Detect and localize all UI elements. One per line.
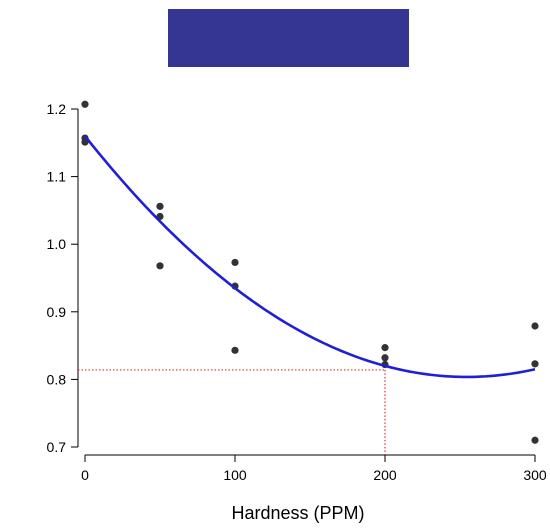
data-point xyxy=(531,322,539,330)
x-tick-label: 0 xyxy=(81,467,89,483)
axes xyxy=(71,108,536,462)
data-point xyxy=(156,202,164,210)
data-point xyxy=(231,346,239,354)
y-tick-label: 0.9 xyxy=(47,304,67,320)
data-point xyxy=(81,100,89,108)
x-tick-label: 200 xyxy=(373,467,397,483)
data-points xyxy=(81,100,539,444)
x-axis-title: Hardness (PPM) xyxy=(231,503,364,523)
data-point xyxy=(381,344,389,352)
data-point xyxy=(231,258,239,267)
fit-curve xyxy=(83,135,536,379)
y-tick-label: 1.2 xyxy=(47,101,67,117)
x-tick-label: 300 xyxy=(523,467,547,483)
y-tick-label: 0.8 xyxy=(47,371,67,387)
x-tick-label: 100 xyxy=(223,467,247,483)
y-tick-label: 1.0 xyxy=(47,236,67,252)
data-point xyxy=(156,262,164,270)
y-tick-label: 0.7 xyxy=(47,439,67,455)
data-point xyxy=(531,436,539,444)
data-point xyxy=(381,354,389,362)
title-banner xyxy=(168,9,409,67)
y-tick-label: 1.1 xyxy=(47,169,67,185)
tick-labels: 0.7 0.8 0.9 1.0 1.1 1.2 0 100 200 300 xyxy=(47,101,547,483)
fit-curve-group xyxy=(83,135,536,379)
data-point xyxy=(531,360,539,368)
reference-lines xyxy=(78,369,386,455)
